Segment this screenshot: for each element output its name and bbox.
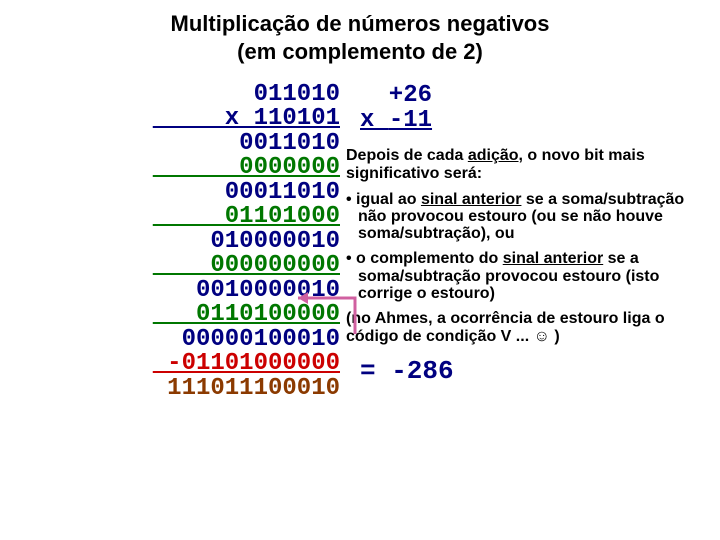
- b2-u: sinal anterior: [503, 250, 603, 267]
- result-value: = -286: [360, 356, 700, 386]
- bullet-2: • o complemento do sinal anterior se a s…: [340, 250, 700, 302]
- b1-a: • igual ao: [346, 191, 421, 208]
- title-line2: (em complemento de 2): [237, 39, 483, 64]
- explanation-column: +26 x -11 Depois de cada adição, o novo …: [340, 83, 712, 401]
- paren-note: (no Ahmes, a ocorrência de estouro liga …: [340, 310, 700, 346]
- b1-u: sinal anterior: [421, 191, 521, 208]
- binary-multiplication: 011010 x 110101 0011010 0000000 00011010…: [8, 83, 340, 401]
- intro-a: Depois de cada: [346, 147, 468, 164]
- b2-a: • o complemento do: [346, 250, 503, 267]
- intro-note: Depois de cada adição, o novo bit mais s…: [340, 147, 700, 182]
- title-line1: Multiplicação de números negativos: [171, 11, 550, 36]
- bullet-1: • igual ao sinal anterior se a soma/subt…: [340, 191, 700, 243]
- decimal-line2: -11: [389, 107, 432, 134]
- multiplication-column: 011010 x 110101 0011010 0000000 00011010…: [0, 83, 340, 401]
- decimal-equivalent: +26 x -11: [360, 83, 700, 133]
- slide-title: Multiplicação de números negativos (em c…: [0, 0, 720, 65]
- decimal-line1: +26: [360, 82, 432, 109]
- intro-u: adição: [468, 147, 519, 164]
- content-row: 011010 x 110101 0011010 0000000 00011010…: [0, 83, 720, 401]
- decimal-line2-prefix: x: [360, 107, 389, 134]
